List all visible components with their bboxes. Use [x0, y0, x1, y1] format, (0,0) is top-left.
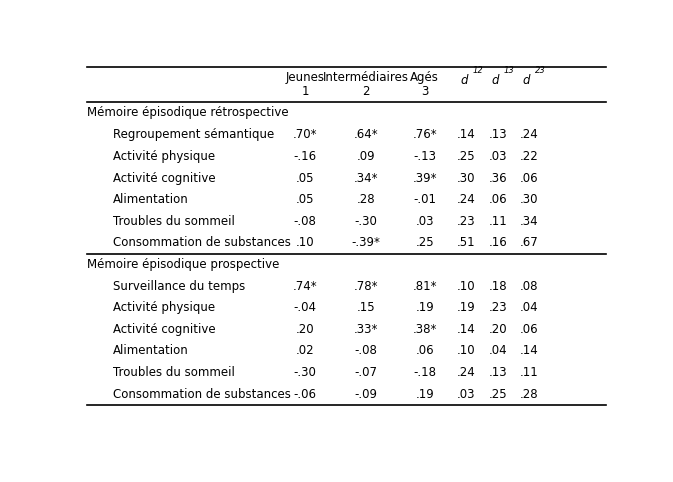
Text: Mémoire épisodique rétrospective: Mémoire épisodique rétrospective [87, 106, 288, 119]
Text: .13: .13 [489, 366, 507, 379]
Text: .20: .20 [296, 323, 314, 336]
Text: Activité cognitive: Activité cognitive [113, 323, 215, 336]
Text: -.30: -.30 [355, 214, 378, 228]
Text: -.13: -.13 [413, 150, 436, 163]
Text: Troubles du sommeil: Troubles du sommeil [113, 366, 235, 379]
Text: .10: .10 [296, 236, 314, 249]
Text: Consommation de substances: Consommation de substances [113, 388, 291, 401]
Text: .03: .03 [489, 150, 507, 163]
Text: .28: .28 [357, 193, 376, 206]
Text: 3: 3 [421, 85, 429, 98]
Text: .70*: .70* [293, 129, 318, 142]
Text: Intermédiaires: Intermédiaires [323, 71, 409, 84]
Text: .51: .51 [457, 236, 476, 249]
Text: .06: .06 [489, 193, 507, 206]
Text: .03: .03 [457, 388, 476, 401]
Text: .20: .20 [489, 323, 507, 336]
Text: -.18: -.18 [413, 366, 436, 379]
Text: .25: .25 [489, 388, 507, 401]
Text: 23: 23 [535, 67, 546, 75]
Text: .38*: .38* [413, 323, 437, 336]
Text: Troubles du sommeil: Troubles du sommeil [113, 214, 235, 228]
Text: -.08: -.08 [294, 214, 317, 228]
Text: .24: .24 [520, 129, 538, 142]
Text: d: d [523, 74, 530, 87]
Text: .05: .05 [296, 172, 314, 185]
Text: Regroupement sémantique: Regroupement sémantique [113, 129, 274, 142]
Text: Mémoire épisodique prospective: Mémoire épisodique prospective [87, 257, 279, 270]
Text: d: d [491, 74, 499, 87]
Text: Alimentation: Alimentation [113, 193, 188, 206]
Text: Activité cognitive: Activité cognitive [113, 172, 215, 185]
Text: 12: 12 [472, 67, 483, 75]
Text: .08: .08 [520, 280, 538, 293]
Text: .25: .25 [415, 236, 434, 249]
Text: Surveillance du temps: Surveillance du temps [113, 280, 245, 293]
Text: .74*: .74* [293, 280, 318, 293]
Text: .14: .14 [457, 129, 476, 142]
Text: .34*: .34* [354, 172, 378, 185]
Text: .24: .24 [457, 366, 476, 379]
Text: .03: .03 [415, 214, 434, 228]
Text: .28: .28 [520, 388, 538, 401]
Text: 2: 2 [362, 85, 369, 98]
Text: .15: .15 [357, 301, 376, 314]
Text: .23: .23 [489, 301, 507, 314]
Text: .64*: .64* [354, 129, 378, 142]
Text: d: d [460, 74, 468, 87]
Text: .81*: .81* [413, 280, 437, 293]
Text: .05: .05 [296, 193, 314, 206]
Text: Agés: Agés [411, 71, 439, 84]
Text: -.39*: -.39* [351, 236, 380, 249]
Text: .19: .19 [415, 388, 434, 401]
Text: .06: .06 [520, 172, 538, 185]
Text: .78*: .78* [354, 280, 378, 293]
Text: -.01: -.01 [413, 193, 436, 206]
Text: -.16: -.16 [293, 150, 317, 163]
Text: .67: .67 [520, 236, 538, 249]
Text: .24: .24 [457, 193, 476, 206]
Text: Jeunes: Jeunes [286, 71, 325, 84]
Text: .23: .23 [457, 214, 476, 228]
Text: .02: .02 [296, 345, 314, 358]
Text: .06: .06 [415, 345, 434, 358]
Text: .25: .25 [457, 150, 476, 163]
Text: .13: .13 [489, 129, 507, 142]
Text: .04: .04 [520, 301, 538, 314]
Text: -.09: -.09 [355, 388, 378, 401]
Text: 1: 1 [302, 85, 309, 98]
Text: .39*: .39* [413, 172, 437, 185]
Text: .10: .10 [457, 280, 476, 293]
Text: .36: .36 [489, 172, 507, 185]
Text: -.30: -.30 [294, 366, 317, 379]
Text: .04: .04 [489, 345, 507, 358]
Text: .16: .16 [489, 236, 507, 249]
Text: .11: .11 [489, 214, 507, 228]
Text: .30: .30 [520, 193, 538, 206]
Text: .18: .18 [489, 280, 507, 293]
Text: .76*: .76* [413, 129, 437, 142]
Text: .11: .11 [520, 366, 538, 379]
Text: -.08: -.08 [355, 345, 378, 358]
Text: -.07: -.07 [355, 366, 378, 379]
Text: .06: .06 [520, 323, 538, 336]
Text: .34: .34 [520, 214, 538, 228]
Text: .10: .10 [457, 345, 476, 358]
Text: Activité physique: Activité physique [113, 150, 215, 163]
Text: .22: .22 [520, 150, 538, 163]
Text: .19: .19 [457, 301, 476, 314]
Text: Consommation de substances: Consommation de substances [113, 236, 291, 249]
Text: .09: .09 [357, 150, 376, 163]
Text: Activité physique: Activité physique [113, 301, 215, 314]
Text: 13: 13 [504, 67, 515, 75]
Text: .14: .14 [520, 345, 538, 358]
Text: .19: .19 [415, 301, 434, 314]
Text: .33*: .33* [354, 323, 378, 336]
Text: .30: .30 [457, 172, 476, 185]
Text: .14: .14 [457, 323, 476, 336]
Text: Alimentation: Alimentation [113, 345, 188, 358]
Text: -.04: -.04 [294, 301, 317, 314]
Text: -.06: -.06 [294, 388, 317, 401]
